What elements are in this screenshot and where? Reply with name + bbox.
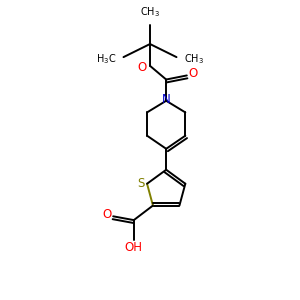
Text: CH$_3$: CH$_3$ — [184, 52, 204, 66]
Text: O: O — [102, 208, 111, 221]
Text: N: N — [162, 93, 171, 106]
Text: CH$_3$: CH$_3$ — [140, 5, 160, 19]
Text: H$_3$C: H$_3$C — [96, 52, 116, 66]
Text: OH: OH — [125, 241, 143, 254]
Text: O: O — [137, 61, 146, 74]
Text: O: O — [189, 68, 198, 80]
Text: S: S — [137, 177, 144, 190]
